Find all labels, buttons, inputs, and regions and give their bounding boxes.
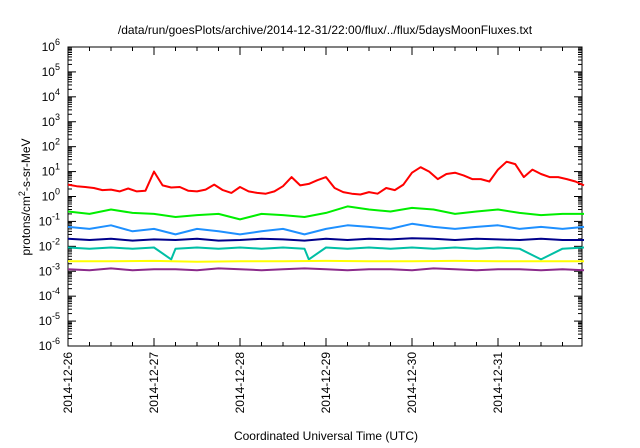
x-tick-label: 2014-12-30 <box>405 352 419 414</box>
y-tick-label: 105 <box>42 62 60 79</box>
y-tick-label: 10-4 <box>39 286 60 303</box>
y-axis-label-base: protons/cm <box>19 196 33 255</box>
series-line-5 <box>68 259 584 263</box>
plot-frame <box>67 46 583 347</box>
y-tick-label: 101 <box>42 162 60 179</box>
x-tick-label: 2014-12-31 <box>491 352 505 414</box>
x-tick-label: 2014-12-26 <box>61 352 75 414</box>
y-tick-label: 10-3 <box>39 261 60 278</box>
y-tick-label: 10-2 <box>39 236 60 253</box>
series-line-4 <box>67 246 585 261</box>
y-tick-label-base: 10 <box>39 264 53 278</box>
y-tick-label-exp: 5 <box>55 62 60 72</box>
y-axis-label: protons/cm2-s-sr-MeV <box>17 138 33 255</box>
y-tick-label-base: 10 <box>42 140 56 154</box>
y-tick-label-exp: -2 <box>52 236 60 246</box>
y-tick-label-base: 10 <box>42 40 56 54</box>
y-tick-label-base: 10 <box>39 339 53 353</box>
y-tick-label: 100 <box>42 187 60 204</box>
y-tick-label-base: 10 <box>42 90 56 104</box>
series-line-1 <box>67 205 584 221</box>
y-tick-label: 103 <box>42 112 60 129</box>
y-tick-label: 104 <box>42 87 60 104</box>
y-tick-label-exp: 0 <box>55 187 60 197</box>
y-axis-label-sup: 2 <box>17 191 27 196</box>
y-tick-label-exp: 1 <box>55 162 60 172</box>
x-axis-label: Coordinated Universal Time (UTC) <box>234 429 418 443</box>
y-tick-label-base: 10 <box>39 314 53 328</box>
series-line-2 <box>67 222 585 236</box>
x-tick-label: 2014-12-27 <box>147 352 161 414</box>
y-tick-label: 106 <box>42 37 60 54</box>
y-tick-label-base: 10 <box>39 214 53 228</box>
y-tick-label-base: 10 <box>42 115 56 129</box>
plot-area: 10-610-510-410-310-210-11001011021031041… <box>39 37 585 414</box>
series-line-0 <box>67 160 585 196</box>
y-tick-label-exp: -4 <box>52 286 60 296</box>
y-tick-label-base: 10 <box>39 289 53 303</box>
y-tick-label: 10-6 <box>39 336 60 353</box>
chart-title: /data/run/goesPlots/archive/2014-12-31/2… <box>118 23 533 37</box>
y-tick-label: 102 <box>42 137 60 154</box>
y-tick-label: 10-5 <box>39 311 60 328</box>
y-tick-label-base: 10 <box>42 165 56 179</box>
y-tick-label-base: 10 <box>42 65 56 79</box>
svg-text:protons/cm2-s-sr-MeV: protons/cm2-s-sr-MeV <box>17 138 33 255</box>
series-line-6 <box>67 267 585 272</box>
x-tick-label: 2014-12-28 <box>233 352 247 414</box>
y-tick-label-exp: -1 <box>52 211 60 221</box>
y-tick-label-exp: -5 <box>52 311 60 321</box>
y-tick-label: 10-1 <box>39 211 60 228</box>
y-tick-label-base: 10 <box>39 239 53 253</box>
y-tick-label-base: 10 <box>42 190 56 204</box>
x-tick-label: 2014-12-29 <box>319 352 333 414</box>
y-tick-label-exp: -3 <box>52 261 60 271</box>
y-tick-label-exp: 4 <box>55 87 60 97</box>
y-axis-label-rest: -s-sr-MeV <box>19 138 33 191</box>
series-line-3 <box>67 237 584 242</box>
y-tick-label-exp: 2 <box>55 137 60 147</box>
y-tick-label-exp: 3 <box>55 112 60 122</box>
y-tick-label-exp: 6 <box>55 37 60 47</box>
y-tick-label-exp: -6 <box>52 336 60 346</box>
